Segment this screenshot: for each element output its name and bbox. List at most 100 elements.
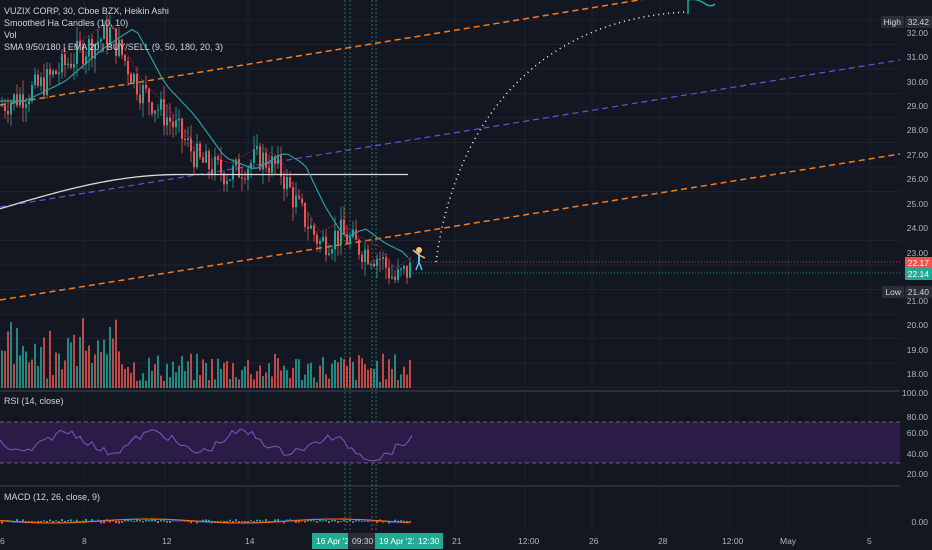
candle [280, 154, 282, 177]
candle [364, 249, 366, 263]
volume-bar [19, 355, 21, 388]
candle [361, 254, 363, 263]
volume-bar [214, 379, 216, 388]
volume-bar [31, 359, 33, 388]
candle [19, 94, 21, 106]
volume-bar [172, 361, 174, 388]
macd-bar [103, 521, 105, 524]
channel-line [0, 153, 901, 301]
time-label: 12 [162, 536, 172, 546]
macd-bar [352, 521, 354, 523]
volume-bar [319, 365, 321, 388]
projection-path [435, 11, 689, 263]
volume-bar [196, 353, 198, 388]
macd-bar [265, 519, 267, 522]
macd-bar [325, 520, 327, 522]
candle [268, 167, 270, 173]
candle [148, 88, 150, 103]
volume-bar [55, 352, 57, 388]
candle [85, 56, 87, 65]
candle [292, 187, 294, 208]
candle [37, 74, 39, 86]
volume-bar [4, 351, 6, 388]
rsi-label: 40.00 [906, 449, 928, 459]
candle [382, 257, 384, 259]
candle [49, 69, 51, 75]
volume-bar [163, 381, 165, 388]
macd-bar [175, 520, 177, 522]
candle [196, 143, 198, 168]
sma-line [0, 28, 409, 258]
time-tag-date: 19 Apr '21 [375, 533, 422, 549]
candle [172, 121, 174, 128]
macd-bar [208, 519, 210, 522]
macd-bar [166, 521, 168, 523]
volume-bar [289, 377, 291, 388]
candle [226, 180, 228, 185]
volume-bar [58, 353, 60, 388]
candle [118, 39, 120, 56]
legend-macd: MACD (12, 26, close, 9) [4, 492, 101, 502]
time-label: 28 [658, 536, 668, 546]
volume-bar [40, 346, 42, 388]
volume-bar [409, 359, 411, 388]
volume-bar [250, 374, 252, 388]
volume-bar [343, 359, 345, 388]
price-label: 31.00 [906, 52, 928, 62]
macd-bar [64, 521, 66, 523]
volume-bar [169, 377, 171, 388]
volume-bar [154, 364, 156, 388]
volume-bar [16, 328, 18, 388]
candle [349, 236, 351, 245]
candle [34, 74, 36, 86]
macd-bar [307, 519, 309, 522]
macd-bar [196, 521, 198, 524]
macd-bar [295, 521, 297, 523]
legend-rsi: RSI (14, close) [4, 396, 64, 406]
candle [181, 118, 183, 140]
time-label: 12:00 [518, 536, 540, 546]
macd-bar [142, 521, 144, 523]
volume-bar [313, 377, 315, 388]
price-label: 18.00 [906, 369, 928, 379]
macd-bar [160, 520, 162, 522]
candle [283, 176, 285, 189]
candle [316, 234, 318, 244]
channel-line [0, 0, 644, 106]
macd-bar [346, 521, 348, 523]
legend-sma: SMA 9/50/180 | EMA 20 | BUY/SELL (9, 50,… [4, 42, 223, 52]
macd-bar [400, 520, 402, 522]
candle [52, 70, 54, 75]
candle [205, 151, 207, 163]
volume-bar [121, 364, 123, 388]
macd-bar [349, 519, 351, 522]
volume-bar [202, 359, 204, 388]
candle [262, 152, 264, 170]
candle [169, 117, 171, 122]
volume-bar [7, 331, 9, 388]
macd-bar [367, 521, 369, 523]
candle [328, 253, 330, 255]
candle [67, 63, 69, 65]
candle [346, 234, 348, 245]
macd-bar [202, 519, 204, 522]
macd-bar [274, 519, 276, 522]
macd-signal [0, 518, 411, 524]
volume-bar [211, 359, 213, 388]
volume-bar [100, 351, 102, 388]
volume-bar [406, 374, 408, 388]
candle [103, 24, 105, 40]
volume-bar [145, 380, 147, 388]
candle [298, 195, 300, 199]
volume-bar [139, 380, 141, 388]
volume-bar [103, 339, 105, 388]
volume-bar [370, 368, 372, 388]
candle [229, 179, 231, 181]
volume-bar [346, 366, 348, 388]
volume-bar [400, 374, 402, 388]
macd-bar [331, 519, 333, 522]
macd-bar [124, 519, 126, 522]
volume-bar [52, 375, 54, 388]
macd-bar [73, 520, 75, 522]
